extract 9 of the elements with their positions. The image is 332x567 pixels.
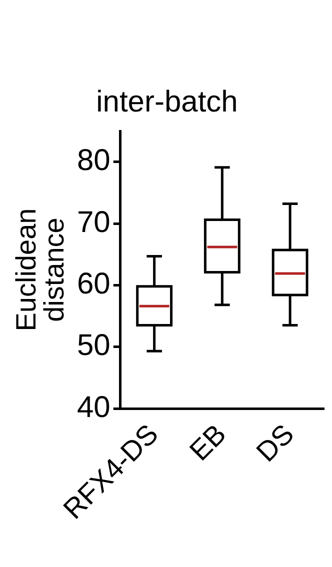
x-tick-label: DS: [250, 418, 300, 468]
y-tick-label: 50: [76, 329, 110, 362]
y-tick-label: 60: [76, 267, 110, 300]
chart-title: inter-batch: [96, 85, 238, 118]
y-axis-title: Euclidean distance: [10, 208, 70, 332]
y-tick-label: 80: [76, 144, 110, 178]
y-tick-label: 70: [76, 206, 110, 239]
y-tick-label: 40: [76, 390, 110, 424]
x-tick-label: EB: [184, 418, 232, 467]
